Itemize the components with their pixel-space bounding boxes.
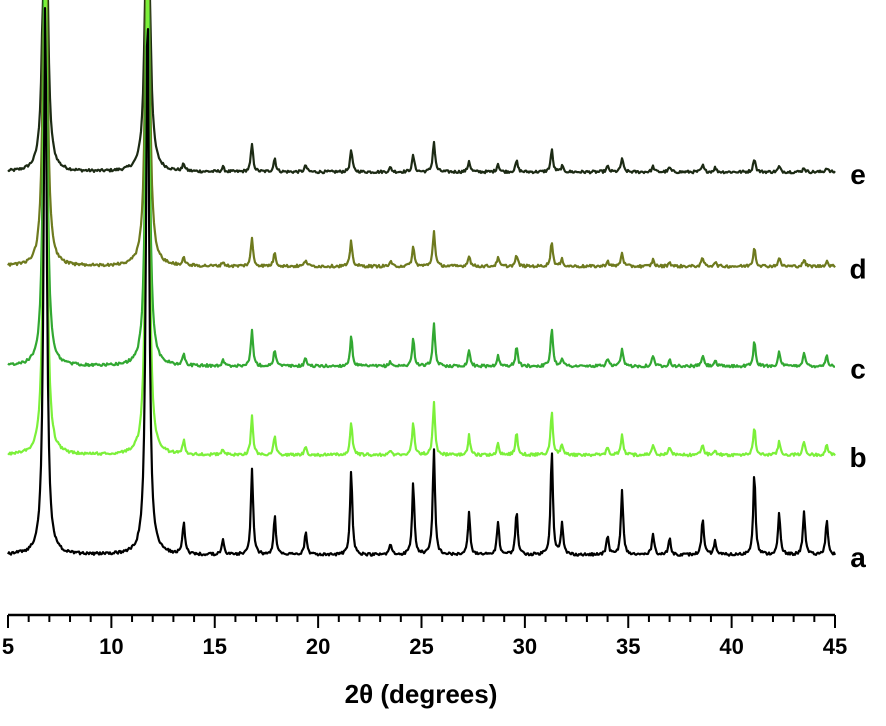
x-tick-label: 10 [99, 634, 123, 659]
x-axis: 5 10 15 20 25 30 35 40 45 [2, 613, 847, 659]
x-tick-label: 35 [616, 634, 640, 659]
x-tick-label: 30 [513, 634, 537, 659]
series-b-label: b [849, 442, 866, 473]
x-tick-label: 15 [203, 634, 227, 659]
x-axis-title: 2θ (degrees) [345, 679, 498, 709]
series-d-line [7, 0, 836, 269]
series-c-label: c [850, 353, 866, 384]
series-c-line [7, 0, 836, 369]
series-e-line [7, 0, 836, 175]
series-e-label: e [850, 159, 866, 190]
series-b-line [7, 0, 836, 458]
series-d-label: d [849, 253, 866, 284]
x-tick-label: 40 [719, 634, 743, 659]
series-a-line [7, 7, 837, 557]
x-tick-label: 20 [306, 634, 330, 659]
x-tick-label: 45 [823, 634, 847, 659]
x-tick-label: 25 [409, 634, 433, 659]
x-tick-label: 5 [2, 634, 14, 659]
series-a-label: a [850, 542, 866, 573]
plot-area: e d c b a [7, 0, 867, 573]
